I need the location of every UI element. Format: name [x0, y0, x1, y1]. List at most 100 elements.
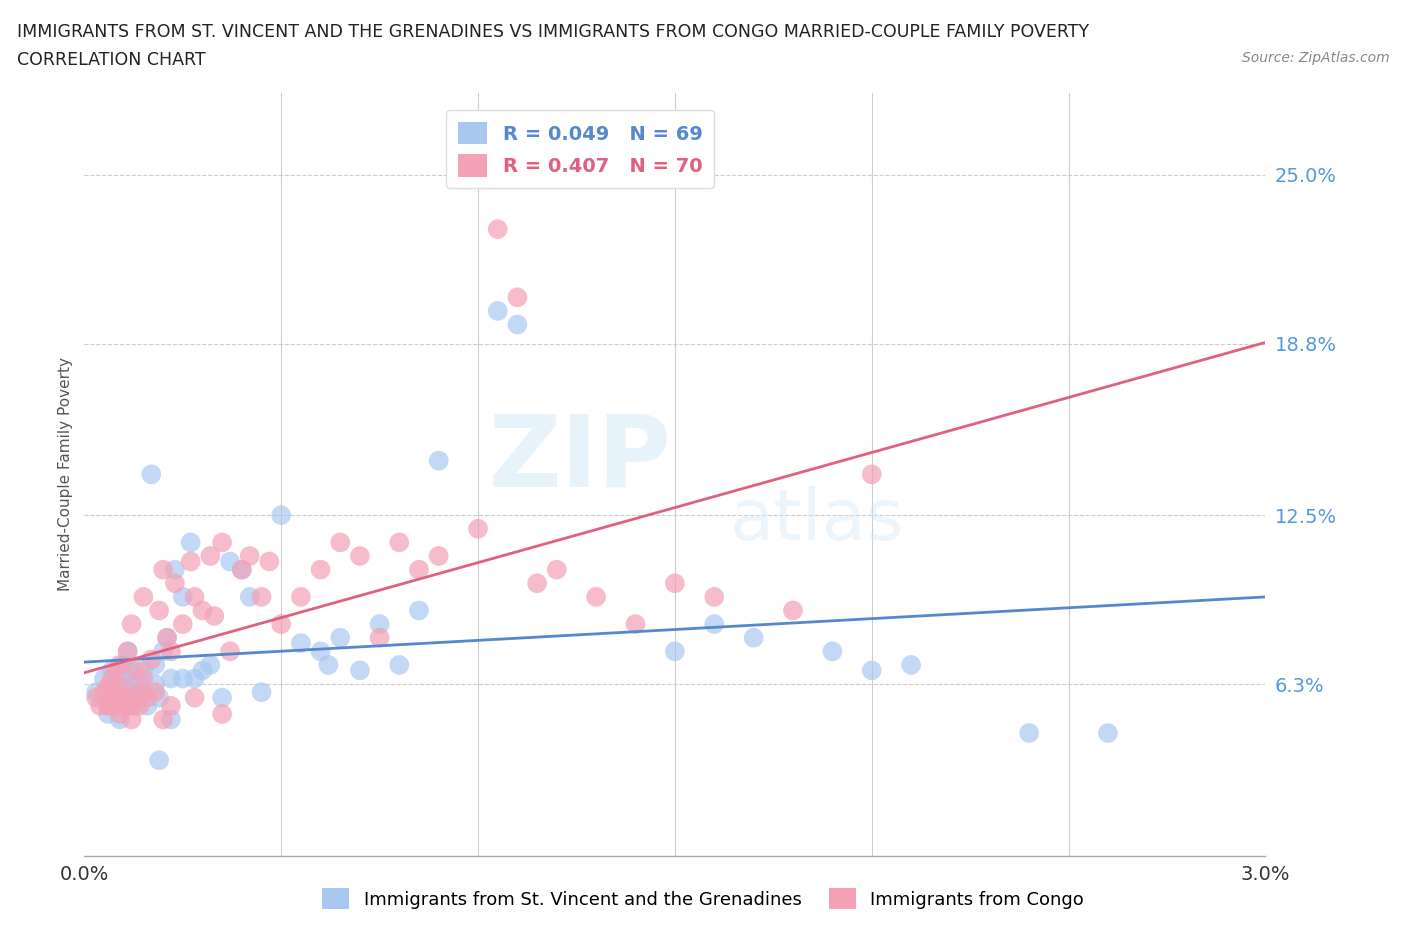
- Point: [104, 690, 127, 705]
- Point: [231, 562, 253, 577]
- Point: [290, 590, 312, 604]
- Point: [112, 671, 135, 686]
- Point: [172, 590, 194, 604]
- Point: [112, 690, 135, 705]
- Point: [104, 684, 127, 699]
- Point: [211, 535, 233, 550]
- Point: [782, 603, 804, 618]
- Point: [121, 698, 143, 713]
- Point: [427, 549, 450, 564]
- Text: Source: ZipAtlas.com: Source: ZipAtlas.com: [1241, 51, 1389, 65]
- Point: [104, 690, 127, 705]
- Point: [84, 684, 107, 699]
- Point: [329, 535, 352, 550]
- Point: [132, 590, 155, 604]
- Legend: Immigrants from St. Vincent and the Grenadines, Immigrants from Congo: Immigrants from St. Vincent and the Gren…: [315, 881, 1091, 916]
- Point: [124, 698, 146, 713]
- Point: [117, 698, 139, 713]
- Point: [148, 603, 170, 618]
- Point: [309, 644, 332, 658]
- Point: [408, 562, 430, 577]
- Point: [101, 690, 124, 705]
- Point: [97, 679, 120, 694]
- Point: [329, 631, 352, 645]
- Point: [821, 644, 844, 658]
- Point: [104, 677, 127, 692]
- Point: [172, 617, 194, 631]
- Point: [108, 658, 131, 672]
- Point: [143, 684, 166, 699]
- Point: [860, 663, 883, 678]
- Point: [163, 562, 186, 577]
- Legend: R = 0.049   N = 69, R = 0.407   N = 70: R = 0.049 N = 69, R = 0.407 N = 70: [447, 111, 714, 188]
- Text: ZIP: ZIP: [489, 410, 672, 508]
- Point: [128, 674, 150, 689]
- Point: [1097, 725, 1119, 740]
- Point: [124, 663, 146, 678]
- Point: [117, 644, 139, 658]
- Point: [128, 684, 150, 699]
- Text: CORRELATION CHART: CORRELATION CHART: [17, 51, 205, 69]
- Point: [156, 631, 179, 645]
- Point: [318, 658, 340, 672]
- Point: [163, 576, 186, 591]
- Point: [101, 698, 124, 713]
- Point: [239, 590, 262, 604]
- Point: [408, 603, 430, 618]
- Point: [93, 671, 115, 686]
- Point: [703, 590, 725, 604]
- Point: [860, 467, 883, 482]
- Point: [132, 684, 155, 699]
- Point: [160, 712, 183, 727]
- Point: [136, 698, 159, 713]
- Point: [128, 698, 150, 713]
- Point: [526, 576, 548, 591]
- Point: [152, 562, 174, 577]
- Point: [121, 712, 143, 727]
- Point: [180, 554, 202, 569]
- Point: [290, 636, 312, 651]
- Point: [160, 698, 183, 713]
- Y-axis label: Married-Couple Family Poverty: Married-Couple Family Poverty: [58, 357, 73, 591]
- Point: [546, 562, 568, 577]
- Point: [191, 663, 214, 678]
- Point: [112, 679, 135, 694]
- Point: [108, 684, 131, 699]
- Point: [93, 684, 115, 699]
- Point: [101, 663, 124, 678]
- Point: [108, 698, 131, 713]
- Point: [368, 617, 391, 631]
- Point: [202, 608, 225, 623]
- Point: [101, 679, 124, 694]
- Text: IMMIGRANTS FROM ST. VINCENT AND THE GRENADINES VS IMMIGRANTS FROM CONGO MARRIED-: IMMIGRANTS FROM ST. VINCENT AND THE GREN…: [17, 23, 1090, 41]
- Point: [585, 590, 607, 604]
- Point: [124, 679, 146, 694]
- Point: [368, 631, 391, 645]
- Point: [128, 690, 150, 705]
- Point: [152, 644, 174, 658]
- Point: [108, 712, 131, 727]
- Point: [467, 522, 489, 537]
- Point: [703, 617, 725, 631]
- Point: [112, 671, 135, 686]
- Point: [132, 663, 155, 678]
- Point: [211, 690, 233, 705]
- Point: [183, 690, 205, 705]
- Point: [160, 671, 183, 686]
- Point: [624, 617, 647, 631]
- Point: [900, 658, 922, 672]
- Point: [148, 753, 170, 768]
- Point: [108, 707, 131, 722]
- Point: [200, 549, 222, 564]
- Point: [97, 698, 120, 713]
- Point: [160, 644, 183, 658]
- Point: [143, 677, 166, 692]
- Point: [89, 698, 111, 713]
- Point: [108, 698, 131, 713]
- Point: [742, 631, 765, 645]
- Point: [427, 453, 450, 468]
- Point: [388, 658, 411, 672]
- Point: [101, 698, 124, 713]
- Point: [506, 317, 529, 332]
- Point: [309, 562, 332, 577]
